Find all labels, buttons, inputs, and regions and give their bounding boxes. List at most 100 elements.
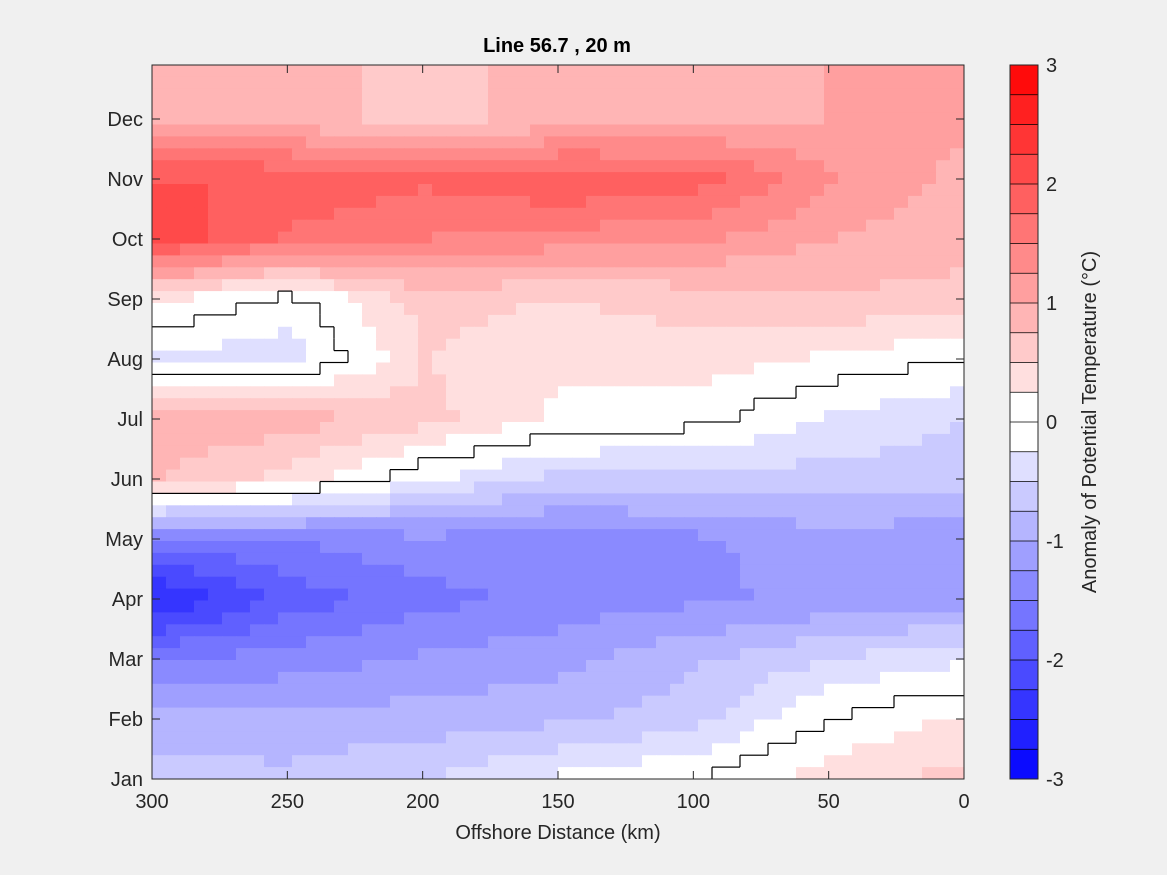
heatmap-cell [936,481,951,494]
heatmap-cell [502,326,517,340]
heatmap-cell [880,719,895,732]
heatmap-cell [726,695,741,709]
heatmap-cell [306,124,321,137]
heatmap-cell [250,386,265,399]
heatmap-cell [852,303,867,316]
heatmap-cell [222,136,237,149]
heatmap-cell [852,398,867,411]
heatmap-cell [222,279,237,292]
heatmap-cell [264,755,279,768]
heatmap-cell [348,148,363,161]
heatmap-cell [488,552,503,566]
heatmap-cell [726,576,741,590]
heatmap-cell [334,160,349,173]
heatmap-cell [782,660,797,673]
heatmap-cell [544,184,559,197]
heatmap-cell [586,457,601,471]
heatmap-cell [264,517,279,530]
heatmap-cell [152,65,167,78]
heatmap-cell [530,493,545,506]
heatmap-cell [936,422,951,435]
heatmap-cell [460,564,475,578]
heatmap-cell [684,612,699,625]
heatmap-cell [180,184,195,197]
heatmap-cell [880,755,895,768]
heatmap-cell [586,124,601,137]
heatmap-cell [474,433,489,447]
heatmap-cell [488,541,503,554]
heatmap-cell [642,112,657,126]
heatmap-cell [292,719,307,732]
heatmap-cell [222,219,237,233]
heatmap-cell [390,481,405,494]
heatmap-cell [880,660,895,673]
heatmap-cell [544,541,559,554]
heatmap-cell [544,76,559,90]
heatmap-cell [278,600,293,613]
heatmap-cell [362,231,377,245]
heatmap-cell [852,148,867,161]
heatmap-cell [586,76,601,90]
heatmap-cell [376,600,391,613]
heatmap-cell [418,552,433,566]
heatmap-cell [208,636,223,649]
heatmap-cell [194,469,209,483]
heatmap-cell [390,219,405,233]
heatmap-cell [516,517,531,530]
heatmap-cell [894,683,909,697]
heatmap-cell [502,671,517,685]
heatmap-cell [222,326,237,340]
heatmap-cell [768,76,783,90]
heatmap-cell [264,588,279,602]
heatmap-cell [880,469,895,483]
heatmap-cell [950,457,964,471]
heatmap-cell [852,469,867,483]
heatmap-cell [880,303,895,316]
heatmap-cell [642,707,657,721]
heatmap-cell [908,529,923,542]
heatmap-cell [530,160,545,173]
heatmap-cell [572,136,587,149]
heatmap-cell [530,362,545,375]
heatmap-cell [152,338,167,352]
heatmap-cell [306,148,321,161]
heatmap-cell [852,481,867,494]
heatmap-cell [502,350,517,364]
heatmap-cell [754,707,769,721]
heatmap-cell [152,124,167,137]
heatmap-cell [726,326,741,340]
heatmap-cell [810,303,825,316]
heatmap-cell [446,552,461,566]
heatmap-cell [404,386,419,399]
heatmap-cell [950,338,964,352]
heatmap-cell [292,172,307,185]
heatmap-cell [306,314,321,328]
heatmap-cell [768,660,783,673]
heatmap-cell [754,279,769,292]
heatmap-cell [474,291,489,304]
heatmap-cell [684,374,699,387]
heatmap-cell [320,767,335,779]
heatmap-cell [474,207,489,221]
heatmap-cell [558,231,573,245]
heatmap-cell [432,374,447,387]
heatmap-cell [488,410,503,423]
heatmap-cell [516,707,531,721]
heatmap-cell [586,207,601,221]
heatmap-cell [740,529,755,542]
heatmap-cell [152,683,167,697]
heatmap-cell [782,422,797,435]
heatmap-cell [600,624,615,637]
heatmap-cell [418,588,433,602]
heatmap-cell [432,76,447,90]
heatmap-cell [236,195,251,209]
heatmap-cell [726,529,741,542]
heatmap-cell [782,231,797,245]
heatmap-cell [516,255,531,268]
heatmap-cell [334,172,349,185]
heatmap-cell [362,350,377,364]
heatmap-cell [824,184,839,197]
heatmap-cell [530,576,545,590]
heatmap-cell [390,326,405,340]
heatmap-cell [516,612,531,625]
